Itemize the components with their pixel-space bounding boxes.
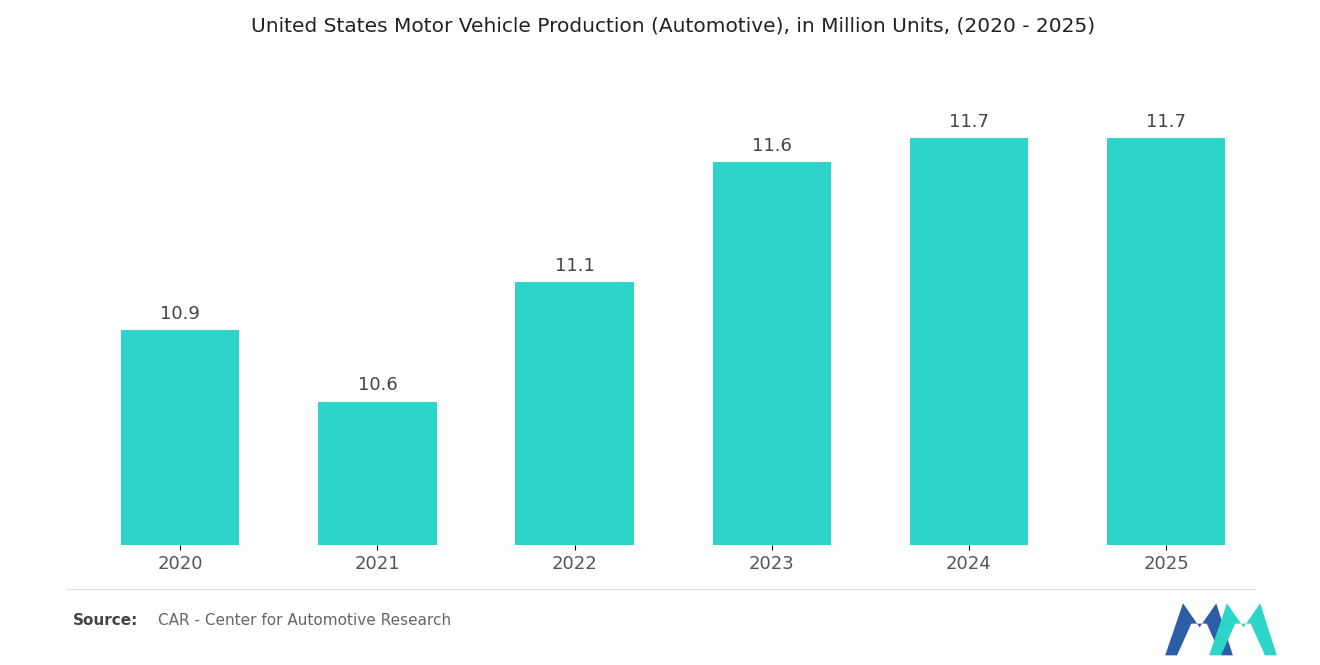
Text: CAR - Center for Automotive Research: CAR - Center for Automotive Research [158,613,451,628]
Text: 11.7: 11.7 [949,113,989,131]
Bar [1107,138,1225,545]
Bar [909,138,1028,545]
Text: 11.1: 11.1 [554,257,594,275]
Bar [318,402,437,545]
Text: 10.9: 10.9 [161,305,201,323]
Text: Source:: Source: [73,613,139,628]
Title: United States Motor Vehicle Production (Automotive), in Million Units, (2020 - 2: United States Motor Vehicle Production (… [251,17,1096,36]
Bar [121,330,239,545]
Polygon shape [1209,603,1276,656]
Text: 11.7: 11.7 [1146,113,1187,131]
Bar [713,162,830,545]
Text: 11.6: 11.6 [752,137,792,155]
Bar [516,282,634,545]
Text: 10.6: 10.6 [358,376,397,394]
Polygon shape [1166,603,1233,656]
